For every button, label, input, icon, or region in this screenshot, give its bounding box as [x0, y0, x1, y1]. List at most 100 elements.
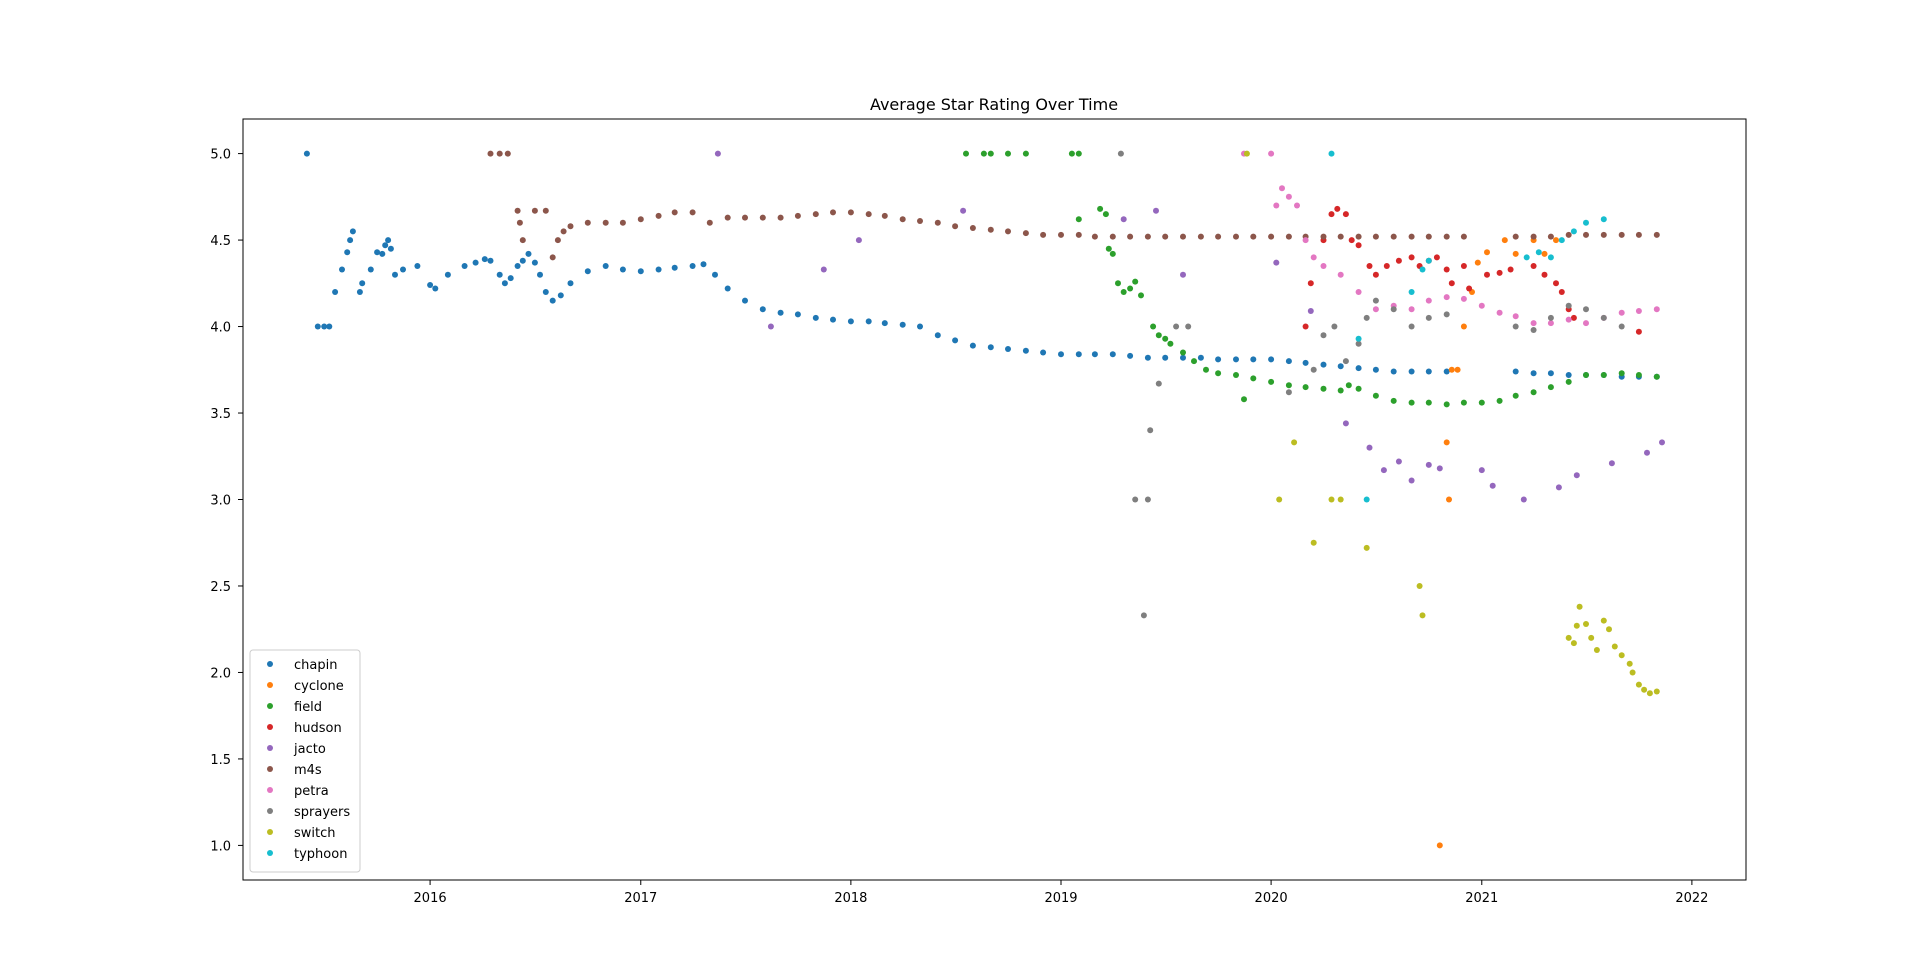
point-chapin-11 [367, 266, 374, 273]
point-petra-23 [1583, 320, 1589, 327]
point-switch-17 [1606, 626, 1612, 633]
point-m4s-50 [1250, 233, 1257, 240]
point-jacto-7 [1180, 271, 1186, 278]
point-field-42 [1496, 397, 1503, 404]
point-jacto-3 [855, 237, 862, 244]
point-petra-21 [1547, 320, 1554, 327]
point-chapin-3 [326, 323, 333, 330]
point-field-11 [1109, 250, 1116, 257]
point-chapin-81 [1302, 359, 1309, 366]
point-field-47 [1583, 372, 1589, 378]
point-chapin-68 [1075, 351, 1082, 358]
point-sprayers-13 [1355, 340, 1362, 347]
point-chapin-41 [619, 266, 626, 273]
point-m4s-25 [812, 211, 819, 218]
point-chapin-21 [432, 285, 439, 292]
point-m4s-14 [619, 219, 626, 226]
point-m4s-38 [1040, 231, 1047, 238]
point-switch-4 [1328, 496, 1335, 503]
point-petra-3 [1279, 185, 1285, 192]
point-cyclone-13 [1553, 237, 1559, 244]
point-chapin-58 [899, 321, 906, 328]
point-chapin-75 [1197, 354, 1204, 361]
point-jacto-20 [1555, 484, 1562, 491]
point-m4s-18 [689, 209, 696, 216]
point-petra-13 [1408, 306, 1415, 313]
point-field-25 [1233, 372, 1239, 378]
point-chapin-15 [385, 237, 392, 244]
point-sprayers-14 [1363, 314, 1370, 321]
point-field-2 [987, 150, 994, 157]
point-jacto-19 [1520, 496, 1527, 503]
point-hudson-18 [1460, 263, 1467, 269]
point-chapin-89 [1443, 368, 1450, 375]
point-chapin-71 [1127, 352, 1134, 359]
point-hudson-6 [1348, 237, 1355, 244]
point-field-4 [1022, 150, 1029, 157]
y-tick-label-5.0: 5.0 [210, 148, 231, 163]
point-m4s-2 [504, 150, 511, 157]
point-field-39 [1443, 401, 1450, 408]
point-jacto-4 [960, 207, 967, 214]
point-chapin-88 [1425, 368, 1432, 375]
point-petra-16 [1460, 295, 1467, 302]
x-tick-label-2021: 2021 [1465, 891, 1498, 906]
legend-marker-chapin [267, 661, 273, 667]
y-tick-label-2.0: 2.0 [210, 666, 231, 681]
point-cyclone-3 [1448, 366, 1455, 373]
point-petra-8 [1320, 263, 1327, 269]
point-chapin-90 [1512, 368, 1519, 375]
point-switch-20 [1626, 660, 1633, 667]
point-m4s-54 [1320, 233, 1327, 240]
point-field-14 [1127, 285, 1134, 292]
x-axis: 2016 2017 2018 2019 2020 2021 2022 [414, 880, 1708, 906]
point-jacto-21 [1573, 472, 1580, 479]
point-field-50 [1635, 372, 1642, 378]
point-switch-3 [1310, 539, 1317, 546]
point-hudson-0 [1302, 323, 1309, 330]
point-jacto-1 [767, 323, 774, 330]
point-cyclone-4 [1454, 366, 1461, 373]
point-chapin-40 [602, 263, 609, 269]
point-jacto-5 [1120, 216, 1127, 223]
point-field-5 [1068, 150, 1075, 157]
point-switch-13 [1583, 621, 1589, 627]
y-tick-label-1.5: 1.5 [210, 753, 231, 768]
point-field-40 [1460, 399, 1467, 406]
point-chapin-50 [759, 306, 766, 313]
point-jacto-8 [1273, 259, 1280, 266]
point-chapin-61 [952, 337, 959, 344]
point-m4s-67 [1583, 231, 1589, 238]
point-field-21 [1180, 349, 1186, 356]
point-typhoon-7 [1535, 249, 1542, 256]
legend-label-field: field [294, 700, 322, 715]
point-typhoon-5 [1425, 257, 1432, 264]
point-chapin-92 [1547, 370, 1554, 377]
point-sprayers-10 [1320, 332, 1327, 339]
point-chapin-14 [382, 242, 389, 249]
point-sprayers-4 [1147, 427, 1154, 434]
point-m4s-1 [496, 150, 503, 157]
point-switch-24 [1646, 690, 1653, 697]
point-sprayers-11 [1331, 323, 1338, 330]
point-chapin-38 [567, 280, 574, 287]
point-field-46 [1565, 378, 1572, 385]
point-jacto-13 [1395, 458, 1402, 465]
series-field [963, 150, 1660, 408]
legend-label-cyclone: cyclone [294, 679, 344, 694]
point-chapin-30 [514, 263, 521, 269]
point-m4s-60 [1425, 233, 1432, 240]
point-chapin-43 [655, 266, 662, 273]
point-jacto-6 [1153, 207, 1159, 214]
point-sprayers-12 [1342, 358, 1349, 365]
legend-marker-switch [267, 829, 273, 835]
point-chapin-27 [496, 271, 503, 278]
point-m4s-19 [706, 219, 713, 226]
point-switch-9 [1565, 634, 1572, 641]
point-typhoon-4 [1419, 266, 1426, 273]
point-switch-16 [1600, 617, 1607, 624]
series-cyclone [1436, 237, 1559, 849]
x-tick-label-2016: 2016 [414, 891, 447, 906]
point-jacto-22 [1608, 460, 1615, 467]
point-m4s-70 [1635, 231, 1642, 238]
